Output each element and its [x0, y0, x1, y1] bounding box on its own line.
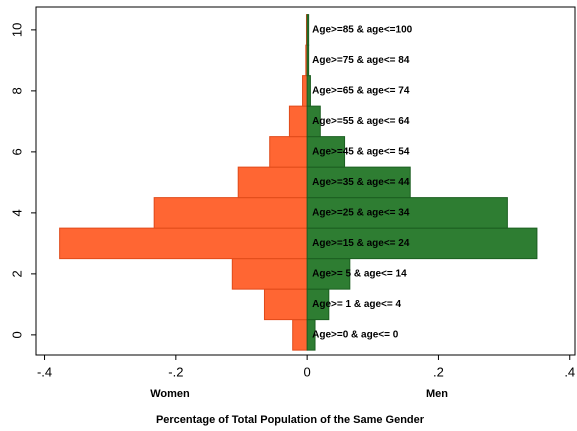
- bar: [153, 197, 308, 229]
- bar: [306, 136, 346, 168]
- x-tick-label: -.2: [168, 364, 183, 379]
- bar: [302, 75, 308, 107]
- bar: [288, 105, 308, 138]
- bar: [306, 75, 311, 107]
- y-tick-label: 8: [9, 87, 24, 94]
- category-label: Age>= 5 & age<= 14: [312, 269, 407, 280]
- category-label: Age>=55 & age<= 64: [312, 116, 410, 127]
- x-axis-title: Percentage of Total Population of the Sa…: [156, 414, 425, 426]
- x-tick-label: .2: [433, 364, 444, 379]
- legend-label: Men: [426, 388, 448, 400]
- category-label: Age>=65 & age<= 74: [312, 86, 410, 97]
- x-tick-label: .4: [564, 364, 575, 379]
- bar: [306, 105, 321, 138]
- category-label: Age>=15 & age<= 24: [312, 238, 410, 249]
- category-label: Age>=0 & age<= 0: [312, 330, 399, 341]
- x-tick-label: 0: [304, 364, 311, 379]
- bar: [263, 288, 308, 321]
- legend-label: Women: [150, 388, 190, 400]
- bar: [306, 197, 508, 229]
- y-tick-label: 0: [9, 331, 24, 338]
- category-label: Age>=45 & age<= 54: [312, 147, 410, 158]
- y-tick-label: 2: [9, 270, 24, 277]
- category-label: Age>=75 & age<= 84: [312, 55, 410, 66]
- bar: [306, 14, 310, 46]
- bar: [237, 166, 308, 199]
- bar: [231, 258, 308, 290]
- category-label: Age>= 1 & age<= 4: [312, 299, 401, 310]
- category-label: Age>=25 & age<= 34: [312, 208, 410, 219]
- x-tick-label: -.4: [37, 364, 52, 379]
- bar: [306, 166, 411, 199]
- bar: [269, 136, 308, 168]
- bar: [306, 227, 538, 260]
- y-tick-label: 6: [9, 148, 24, 155]
- bar: [292, 319, 308, 351]
- y-tick-label: 10: [9, 23, 24, 37]
- category-label: Age>=85 & age<=100: [312, 25, 413, 36]
- y-tick-label: 4: [9, 209, 24, 216]
- category-label: Age>=35 & age<= 44: [312, 177, 410, 188]
- bar: [59, 227, 308, 260]
- plot-frame: [35, 6, 576, 356]
- bar: [306, 44, 310, 77]
